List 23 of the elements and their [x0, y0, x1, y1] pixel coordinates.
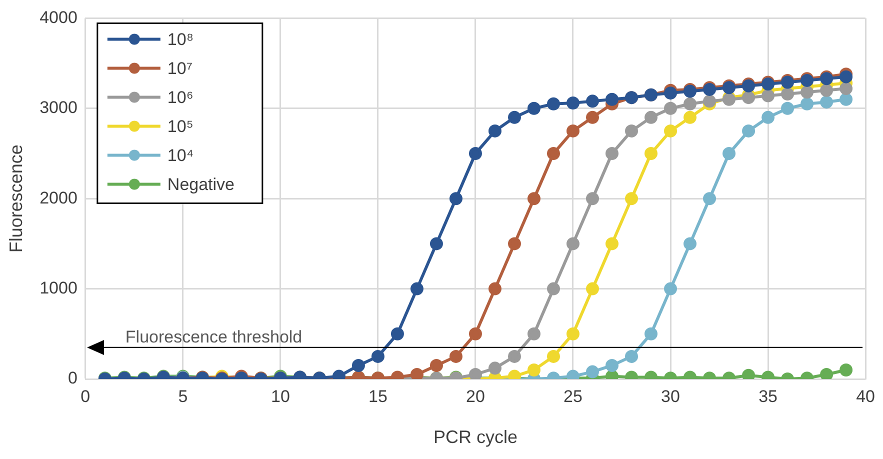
- x-tick-label: 20: [466, 386, 485, 406]
- legend-label: 10⁷: [167, 58, 192, 78]
- y-tick-label: 4000: [40, 8, 78, 27]
- y-tick-label: 3000: [40, 98, 78, 118]
- y-tick-label: 0: [68, 368, 78, 388]
- x-tick-label: 0: [80, 386, 90, 406]
- x-tick-label: 30: [661, 386, 680, 406]
- ref-line-label: Fluorescence threshold: [125, 328, 302, 347]
- legend-label: Negative: [167, 174, 235, 194]
- x-tick-label: 25: [564, 386, 582, 406]
- legend-label: 10⁶: [167, 88, 194, 107]
- legend-label: 10⁸: [167, 30, 194, 49]
- x-tick-label: 15: [368, 386, 388, 406]
- y-tick-label: 1000: [40, 278, 78, 298]
- legend-label: 10⁴: [167, 146, 194, 165]
- x-axis-title: PCR cycle: [433, 427, 518, 448]
- x-tick-label: 35: [758, 386, 778, 406]
- x-tick-label: 5: [178, 386, 188, 406]
- y-tick-label: 2000: [40, 188, 78, 208]
- legend-label: 10⁵: [167, 116, 194, 136]
- y-axis-title: Fluorescence: [6, 144, 26, 253]
- x-tick-label: 40: [856, 386, 876, 406]
- x-tick-label: 10: [270, 386, 290, 406]
